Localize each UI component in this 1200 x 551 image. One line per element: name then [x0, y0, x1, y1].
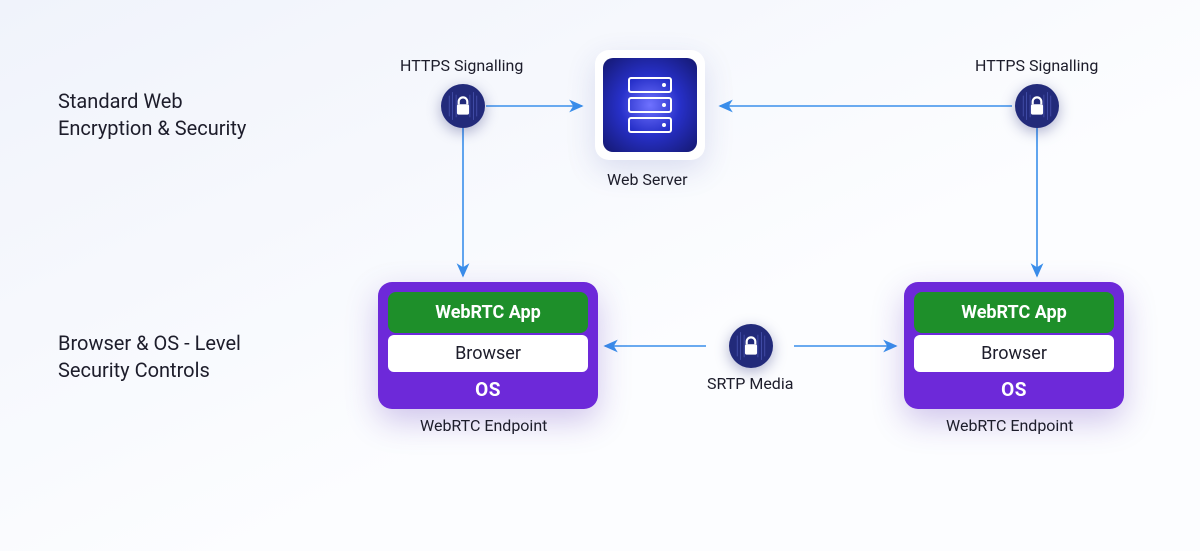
https-left-badge	[441, 84, 485, 128]
endpoint-right: WebRTC App Browser OS	[904, 282, 1124, 409]
lock-icon	[732, 327, 770, 365]
diagram-canvas: Standard WebEncryption & Security Browse…	[0, 0, 1200, 551]
server-icon	[628, 73, 672, 137]
https-right-label: HTTPS Signalling	[975, 56, 1098, 75]
web-server-card	[595, 50, 705, 160]
endpoint-right-os: OS	[914, 372, 1114, 403]
https-right-badge	[1015, 84, 1059, 128]
srtp-label: SRTP Media	[707, 374, 793, 393]
endpoint-right-caption: WebRTC Endpoint	[946, 416, 1073, 435]
endpoint-left-app: WebRTC App	[388, 292, 588, 333]
https-left-label: HTTPS Signalling	[400, 56, 523, 75]
lock-icon	[444, 87, 482, 125]
endpoint-right-app: WebRTC App	[914, 292, 1114, 333]
endpoint-left-caption: WebRTC Endpoint	[420, 416, 547, 435]
endpoint-left: WebRTC App Browser OS	[378, 282, 598, 409]
row-label-top: Standard WebEncryption & Security	[58, 88, 246, 142]
web-server-caption: Web Server	[607, 170, 688, 189]
endpoint-right-browser: Browser	[914, 335, 1114, 372]
row-label-bottom: Browser & OS - LevelSecurity Controls	[58, 330, 241, 384]
endpoint-left-browser: Browser	[388, 335, 588, 372]
srtp-badge	[729, 324, 773, 368]
lock-icon	[1018, 87, 1056, 125]
endpoint-left-os: OS	[388, 372, 588, 403]
web-server-panel	[603, 58, 697, 152]
